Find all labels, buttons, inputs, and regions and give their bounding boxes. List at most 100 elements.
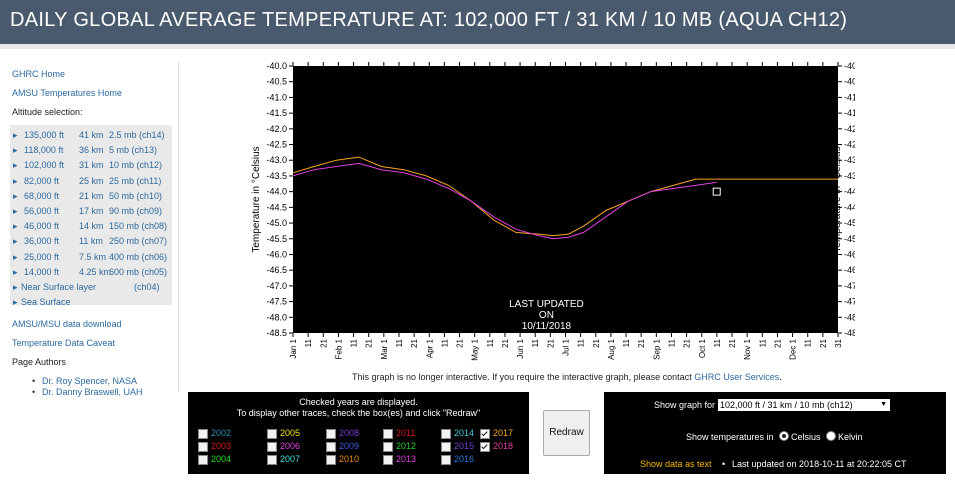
altitude-mb: 2.5 mb (ch14) xyxy=(109,130,165,140)
show-data-text-link[interactable]: Show data as text xyxy=(640,459,712,469)
y-tick-label-left: -43.5 xyxy=(266,171,287,181)
x-tick-label: Sep 1 xyxy=(652,338,661,359)
kelvin-label: Kelvin xyxy=(838,432,863,442)
altitude-option[interactable]: ▸ 135,000 ft 41 km 2.5 mb (ch14) xyxy=(10,129,172,143)
altitude-select[interactable]: 102,000 ft / 31 km / 10 mb (ch12) ▼ xyxy=(718,399,890,411)
years-heading-line2: To display other traces, check the box(e… xyxy=(236,408,481,418)
year-checkbox[interactable] xyxy=(441,442,451,452)
ghrc-home-link[interactable]: GHRC Home xyxy=(12,69,66,79)
year-checkbox[interactable] xyxy=(383,455,393,465)
celsius-radio[interactable] xyxy=(779,431,789,441)
arrow-right-icon: ▸ xyxy=(13,145,18,156)
data-download-link[interactable]: AMSU/MSU data download xyxy=(12,319,122,329)
y-tick-label-right: -46.5 xyxy=(844,265,855,275)
altitude-mb: 600 mb (ch05) xyxy=(109,266,168,277)
y-tick-label-left: -40.0 xyxy=(266,61,287,71)
x-tick-label: Feb 1 xyxy=(334,338,343,359)
years-heading-line1: Checked years are displayed. xyxy=(299,397,418,407)
show-graph-label: Show graph for xyxy=(654,400,716,410)
arrow-right-icon: ▸ xyxy=(13,206,18,216)
y-tick-label-right: -45.0 xyxy=(844,218,855,228)
altitude-mb: 50 mb (ch10) xyxy=(109,190,163,201)
year-checkbox[interactable] xyxy=(267,455,277,465)
arrow-right-icon: ▸ xyxy=(13,160,18,171)
year-checkbox[interactable] xyxy=(198,429,208,439)
x-tick-label: 21 xyxy=(683,338,692,347)
x-tick-label: 21 xyxy=(501,338,510,347)
year-checkbox[interactable] xyxy=(267,442,277,452)
sea-surface-option-label: Sea Surface xyxy=(21,297,71,308)
altitude-option[interactable]: ▸ 118,000 ft 36 km 5 mb (ch13) xyxy=(10,144,172,158)
x-tick-label: 21 xyxy=(546,338,555,347)
year-checkbox[interactable] xyxy=(480,429,490,439)
year-checkbox[interactable] xyxy=(326,429,336,439)
x-tick-label: 21 xyxy=(456,338,465,347)
near-surface-option-channel: (ch04) xyxy=(134,282,160,292)
authors-label: Page Authors xyxy=(12,357,67,367)
y-tick-label-left: -47.5 xyxy=(266,297,287,307)
amsu-home-link[interactable]: AMSU Temperatures Home xyxy=(12,88,122,98)
altitude-km: 36 km xyxy=(79,145,104,156)
show-temps-label: Show temperatures in xyxy=(686,432,774,442)
year-checkbox[interactable] xyxy=(198,455,208,465)
altitude-option[interactable]: ▸ 82,000 ft 25 km 25 mb (ch11) xyxy=(10,175,172,189)
x-tick-label: Nov 1 xyxy=(743,338,752,359)
y-tick-label-right: -43.0 xyxy=(844,155,855,165)
altitude-ft: 68,000 ft xyxy=(24,190,60,201)
y-tick-label-left: -45.0 xyxy=(266,218,287,228)
year-checkbox[interactable] xyxy=(383,442,393,452)
altitude-mb: 150 mb (ch08) xyxy=(109,221,168,232)
altitude-option[interactable]: ▸ 14,000 ft 4.25 km 600 mb (ch05) xyxy=(10,266,172,280)
y-tick-label-right: -43.5 xyxy=(844,171,855,181)
y-tick-label-left: -40.5 xyxy=(266,77,287,87)
ghrc-user-services-link[interactable]: GHRC User Services xyxy=(694,372,780,382)
y-tick-label-left: -42.0 xyxy=(266,124,287,134)
sea-surface-option[interactable]: ▸ Sea Surface xyxy=(10,296,172,310)
y-axis-label-left: Temperature in °Celsius xyxy=(251,146,262,252)
altitude-list: ▸ 135,000 ft 41 km 2.5 mb (ch14) ▸ 118,000 ft… xyxy=(10,125,172,307)
y-tick-label-right: -44.0 xyxy=(844,187,855,197)
last-updated-text: Last updated on 2018-10-11 at 20:22:05 C… xyxy=(732,459,907,469)
x-tick-label: 11 xyxy=(577,338,586,347)
years-panel: Checked years are displayed. To display … xyxy=(188,392,529,474)
year-checkbox[interactable] xyxy=(383,429,393,439)
altitude-option[interactable]: ▸ 68,000 ft 21 km 50 mb (ch10) xyxy=(10,190,172,204)
x-tick-label: Oct 1 xyxy=(698,338,707,358)
arrow-right-icon: ▸ xyxy=(13,282,18,292)
y-tick-label-right: -40.0 xyxy=(844,61,855,71)
y-tick-label-right: -41.0 xyxy=(844,92,855,102)
altitude-option[interactable]: ▸ 46,000 ft 14 km 150 mb (ch08) xyxy=(10,220,172,234)
year-checkbox[interactable] xyxy=(267,429,277,439)
near-surface-option[interactable]: ▸ Near Surface layer (ch04) xyxy=(10,281,172,295)
caveat-link[interactable]: Temperature Data Caveat xyxy=(12,338,116,348)
kelvin-radio[interactable] xyxy=(826,431,836,441)
author-item[interactable]: Dr. Danny Braswell, UAH xyxy=(32,387,143,398)
note-end: . xyxy=(779,372,782,382)
year-checkbox[interactable] xyxy=(441,455,451,465)
chart-note: This graph is no longer interactive. If … xyxy=(352,372,782,382)
page-header: DAILY GLOBAL AVERAGE TEMPERATURE AT: 102… xyxy=(0,0,955,44)
year-checkbox[interactable] xyxy=(441,429,451,439)
altitude-option[interactable]: ▸ 56,000 ft 17 km 90 mb (ch09) xyxy=(10,205,172,219)
altitude-option[interactable]: ▸ 102,000 ft 31 km 10 mb (ch12) xyxy=(10,159,172,173)
year-checkbox[interactable] xyxy=(326,455,336,465)
year-label: 2014 xyxy=(454,428,475,438)
altitude-select-value: 102,000 ft / 31 km / 10 mb (ch12) xyxy=(720,400,853,410)
y-tick-label-left: -45.5 xyxy=(266,234,287,244)
altitude-option[interactable]: ▸ 25,000 ft 7.5 km 400 mb (ch06) xyxy=(10,251,172,265)
redraw-button[interactable]: Redraw xyxy=(543,410,590,456)
arrow-right-icon: ▸ xyxy=(13,236,18,247)
year-checkbox[interactable] xyxy=(198,442,208,452)
altitude-ft: 14,000 ft xyxy=(24,266,60,277)
cursor-marker xyxy=(712,187,721,196)
x-tick-label: Jun 1 xyxy=(516,338,525,358)
x-tick-label: 11 xyxy=(667,338,676,347)
year-checkbox[interactable] xyxy=(480,442,490,452)
chevron-down-icon: ▼ xyxy=(880,401,887,408)
year-checkbox[interactable] xyxy=(326,442,336,452)
author-item[interactable]: Dr. Roy Spencer, NASA xyxy=(32,376,143,387)
y-tick-label-right: -44.5 xyxy=(844,202,855,212)
altitude-km: 21 km xyxy=(79,190,104,201)
altitude-option[interactable]: ▸ 36,000 ft 11 km 250 mb (ch07) xyxy=(10,235,172,249)
x-tick-label: Apr 1 xyxy=(425,338,434,358)
